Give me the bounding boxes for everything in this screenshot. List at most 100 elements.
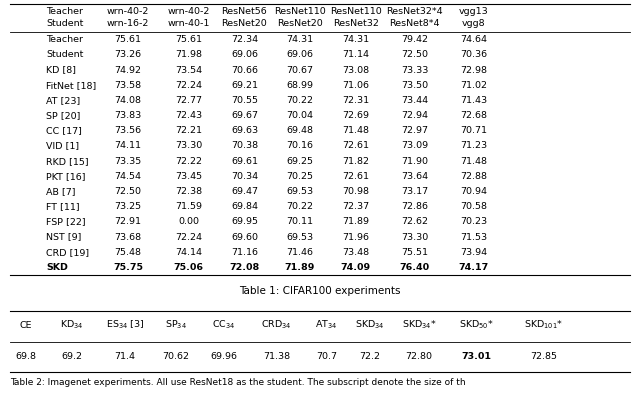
Text: KD [8]: KD [8] [46, 66, 76, 74]
Text: 70.38: 70.38 [231, 142, 258, 150]
Text: ResNet20: ResNet20 [221, 19, 268, 28]
Text: ResNet32*4: ResNet32*4 [387, 7, 443, 16]
Text: 70.11: 70.11 [286, 218, 313, 226]
Text: SKD$_{101}$*: SKD$_{101}$* [524, 319, 564, 331]
Text: 73.50: 73.50 [401, 81, 428, 90]
Text: 79.42: 79.42 [401, 35, 428, 44]
Text: FT [11]: FT [11] [46, 202, 80, 211]
Text: 74.92: 74.92 [115, 66, 141, 74]
Text: 72.62: 72.62 [401, 218, 428, 226]
Text: 73.08: 73.08 [342, 66, 369, 74]
Text: 71.59: 71.59 [175, 202, 202, 211]
Text: 70.34: 70.34 [231, 172, 258, 181]
Text: 70.98: 70.98 [342, 187, 369, 196]
Text: 72.24: 72.24 [175, 233, 202, 242]
Text: 71.82: 71.82 [342, 157, 369, 166]
Text: 72.69: 72.69 [342, 111, 369, 120]
Text: 71.96: 71.96 [342, 233, 369, 242]
Text: AT$_{34}$: AT$_{34}$ [315, 319, 338, 331]
Text: 69.06: 69.06 [231, 50, 258, 59]
Text: 73.64: 73.64 [401, 172, 428, 181]
Text: 75.61: 75.61 [175, 35, 202, 44]
Text: 73.30: 73.30 [175, 142, 202, 150]
Text: 72.21: 72.21 [175, 126, 202, 135]
Text: AB [7]: AB [7] [46, 187, 76, 196]
Text: 69.53: 69.53 [286, 187, 313, 196]
Text: 73.83: 73.83 [115, 111, 141, 120]
Text: 72.86: 72.86 [401, 202, 428, 211]
Text: 74.31: 74.31 [342, 35, 369, 44]
Text: 71.16: 71.16 [231, 248, 258, 257]
Text: vgg8: vgg8 [462, 19, 485, 28]
Text: ResNet32: ResNet32 [333, 19, 379, 28]
Text: Teacher: Teacher [46, 35, 83, 44]
Text: 70.04: 70.04 [286, 111, 313, 120]
Text: 70.16: 70.16 [286, 142, 313, 150]
Text: 69.53: 69.53 [286, 233, 313, 242]
Text: 74.14: 74.14 [175, 248, 202, 257]
Text: 73.33: 73.33 [401, 66, 428, 74]
Text: CE: CE [19, 320, 32, 330]
Text: 71.43: 71.43 [460, 96, 487, 105]
Text: 72.08: 72.08 [229, 263, 260, 272]
Text: 72.80: 72.80 [406, 352, 433, 361]
Text: 69.06: 69.06 [286, 50, 313, 59]
Text: 72.37: 72.37 [342, 202, 369, 211]
Text: 73.44: 73.44 [401, 96, 428, 105]
Text: 73.35: 73.35 [115, 157, 141, 166]
Text: CC [17]: CC [17] [46, 126, 82, 135]
Text: wrn-40-2: wrn-40-2 [168, 7, 210, 16]
Text: 74.09: 74.09 [340, 263, 371, 272]
Text: 74.17: 74.17 [458, 263, 489, 272]
Text: 71.4: 71.4 [115, 352, 135, 361]
Text: 69.2: 69.2 [61, 352, 82, 361]
Text: 73.54: 73.54 [175, 66, 202, 74]
Text: 70.58: 70.58 [460, 202, 487, 211]
Text: 73.56: 73.56 [115, 126, 141, 135]
Text: 70.7: 70.7 [316, 352, 337, 361]
Text: 0.00: 0.00 [179, 218, 199, 226]
Text: 70.67: 70.67 [286, 66, 313, 74]
Text: 69.95: 69.95 [231, 218, 258, 226]
Text: 71.48: 71.48 [342, 126, 369, 135]
Text: 71.23: 71.23 [460, 142, 487, 150]
Text: AT [23]: AT [23] [46, 96, 81, 105]
Text: ES$_{34}$ [3]: ES$_{34}$ [3] [106, 319, 144, 331]
Text: 71.38: 71.38 [263, 352, 290, 361]
Text: 73.30: 73.30 [401, 233, 428, 242]
Text: KD$_{34}$: KD$_{34}$ [60, 319, 83, 331]
Text: 72.68: 72.68 [460, 111, 487, 120]
Text: 73.94: 73.94 [460, 248, 487, 257]
Text: SP [20]: SP [20] [46, 111, 81, 120]
Text: 71.53: 71.53 [460, 233, 487, 242]
Text: 69.21: 69.21 [231, 81, 258, 90]
Text: 71.89: 71.89 [342, 218, 369, 226]
Text: FSP [22]: FSP [22] [46, 218, 86, 226]
Text: 70.62: 70.62 [163, 352, 189, 361]
Text: 70.71: 70.71 [460, 126, 487, 135]
Text: 76.40: 76.40 [399, 263, 430, 272]
Text: 71.90: 71.90 [401, 157, 428, 166]
Text: 73.58: 73.58 [115, 81, 141, 90]
Text: ResNet110: ResNet110 [274, 7, 325, 16]
Text: SKD$_{50}$*: SKD$_{50}$* [460, 319, 494, 331]
Text: 74.08: 74.08 [115, 96, 141, 105]
Text: PKT [16]: PKT [16] [46, 172, 86, 181]
Text: Student: Student [46, 50, 83, 59]
Text: 69.47: 69.47 [231, 187, 258, 196]
Text: 72.77: 72.77 [175, 96, 202, 105]
Text: VID [1]: VID [1] [46, 142, 79, 150]
Text: 73.48: 73.48 [342, 248, 369, 257]
Text: 71.46: 71.46 [286, 248, 313, 257]
Text: wrn-40-2: wrn-40-2 [107, 7, 149, 16]
Text: SKD$_{34}$: SKD$_{34}$ [355, 319, 385, 331]
Text: ResNet20: ResNet20 [276, 19, 323, 28]
Text: SKD$_{34}$*: SKD$_{34}$* [402, 319, 436, 331]
Text: 69.61: 69.61 [231, 157, 258, 166]
Text: ResNet56: ResNet56 [221, 7, 268, 16]
Text: 75.75: 75.75 [113, 263, 143, 272]
Text: 70.22: 70.22 [286, 202, 313, 211]
Text: CRD$_{34}$: CRD$_{34}$ [261, 319, 292, 331]
Text: 72.38: 72.38 [175, 187, 202, 196]
Text: 70.36: 70.36 [460, 50, 487, 59]
